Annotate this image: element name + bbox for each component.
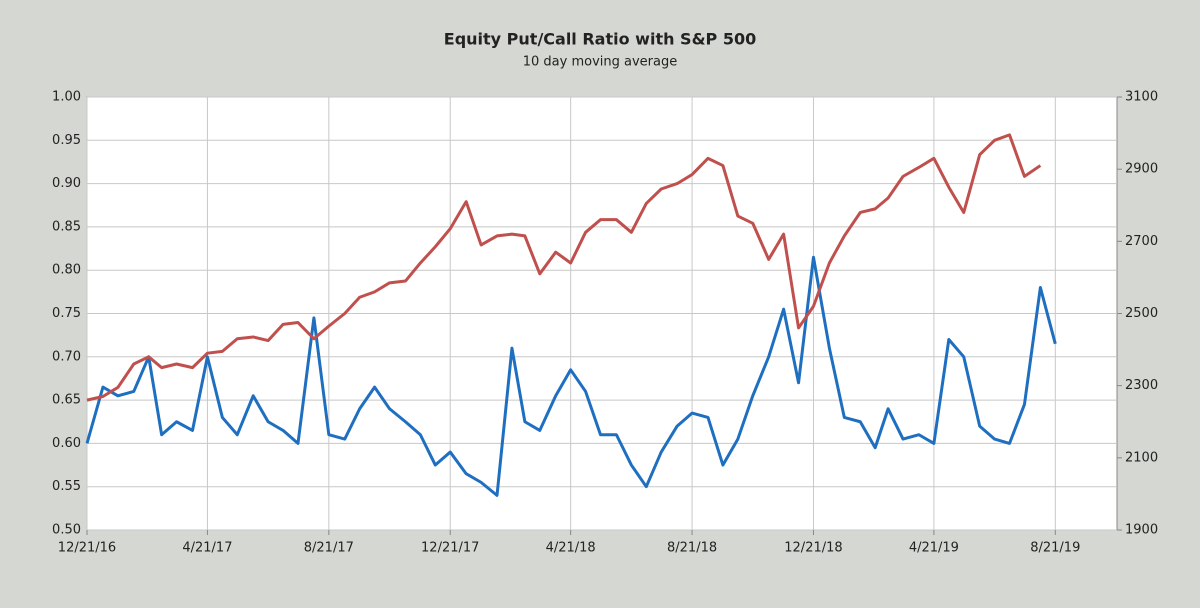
chart-subtitle: 10 day moving average xyxy=(523,55,677,70)
y-tick-label: 0.90 xyxy=(52,176,81,191)
y-tick-label: 0.95 xyxy=(52,133,81,148)
x-tick-label: 12/21/16 xyxy=(58,541,116,556)
y-tick-label: 0.60 xyxy=(52,436,81,451)
y2-tick-label: 2100 xyxy=(1125,450,1158,465)
x-tick-label: 8/21/17 xyxy=(304,541,354,556)
x-tick-label: 4/21/17 xyxy=(182,541,232,556)
y-tick-label: 0.55 xyxy=(52,479,81,494)
y-tick-label: 0.50 xyxy=(52,523,81,538)
y-tick-label: 1.00 xyxy=(52,90,81,105)
y-tick-label: 0.85 xyxy=(52,219,81,234)
y2-tick-label: 1900 xyxy=(1125,523,1158,538)
x-tick-label: 4/21/19 xyxy=(909,541,959,556)
y2-tick-label: 2900 xyxy=(1125,162,1158,177)
data-line xyxy=(85,255,1057,497)
y2-tick-label: 2500 xyxy=(1125,306,1158,321)
x-tick-label: 8/21/19 xyxy=(1030,541,1080,556)
x-tick-label: 12/21/18 xyxy=(784,541,842,556)
y-tick-label: 0.75 xyxy=(52,306,81,321)
y-tick-label: 0.70 xyxy=(52,349,81,364)
y2-tick-label: 2700 xyxy=(1125,234,1158,249)
chart-title: Equity Put/Call Ratio with S&P 500 xyxy=(444,30,756,49)
y-tick-label: 0.65 xyxy=(52,393,81,408)
y2-tick-label: 2300 xyxy=(1125,378,1158,393)
y2-tick-label: 3100 xyxy=(1125,90,1158,105)
data-line xyxy=(86,133,1042,402)
x-tick-label: 12/21/17 xyxy=(421,541,479,556)
y-tick-label: 0.80 xyxy=(52,263,81,278)
x-tick-label: 8/21/18 xyxy=(667,541,717,556)
x-tick-label: 4/21/18 xyxy=(546,541,596,556)
